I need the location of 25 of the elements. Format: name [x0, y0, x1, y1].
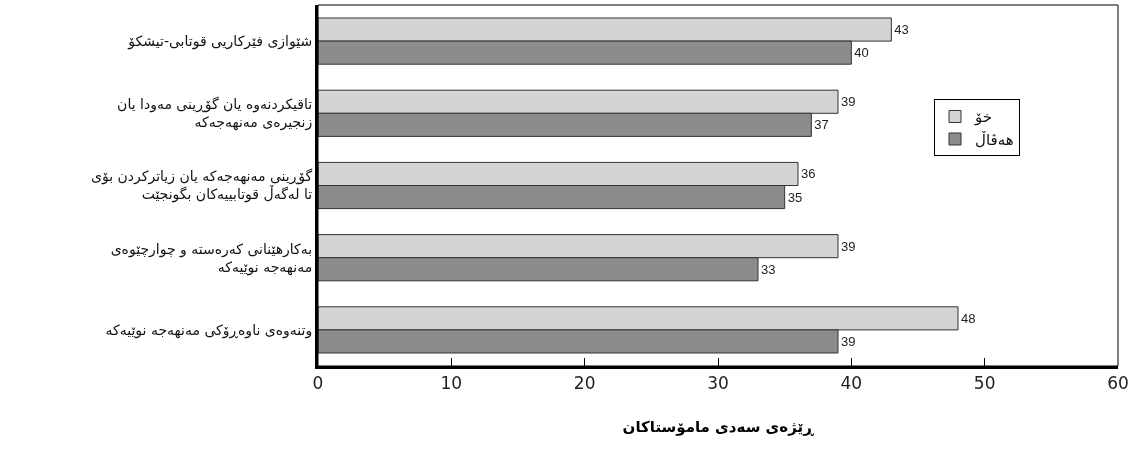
y-tick-label: گۆڕینی مەنهەجەکە یان زیاترکردن بۆی تا لەگەڵ قوتابییەکان بگونجێت	[90, 168, 313, 204]
x-tick-label: 50	[973, 373, 996, 394]
data-label: 48	[961, 310, 976, 326]
data-label: 39	[841, 333, 856, 349]
x-tick-label: 10	[440, 373, 463, 394]
data-label: 39	[841, 238, 856, 254]
x-tick-label: 60	[1107, 373, 1129, 394]
x-axis-title: ڕێژەی سەدی مامۆستاکان	[622, 418, 816, 437]
legend-label: خۆ	[974, 108, 993, 127]
data-label: 43	[894, 22, 909, 38]
data-label: 36	[801, 166, 816, 182]
data-label: 33	[761, 261, 776, 277]
y-tick-label: وتنەوەی ناوەڕۆکی مەنهەجە نوێیەکە	[105, 321, 313, 339]
x-tick-label: 20	[573, 373, 596, 394]
legend-label: هەڤاڵ	[975, 130, 1014, 149]
y-tick-label: بەکارهێنانی کەرەستە و چوارچێوەی مەنهەجە نوێیەکە	[110, 240, 313, 276]
x-tick-label: 30	[707, 373, 729, 394]
data-label: 40	[854, 45, 869, 61]
y-tick-label: شێوازی فێرکاریی قوتابی-تیشکۆ	[127, 33, 313, 50]
x-tick-label: 40	[840, 373, 863, 394]
y-tick-label: تاقیکردنەوە یان گۆڕینی مەودا یان زنجیرەی مەنهەجەکە	[117, 96, 313, 132]
data-label: 35	[787, 189, 803, 205]
data-label: 39	[841, 94, 856, 110]
x-tick-label: 0	[312, 373, 324, 394]
data-label: 37	[814, 117, 829, 133]
